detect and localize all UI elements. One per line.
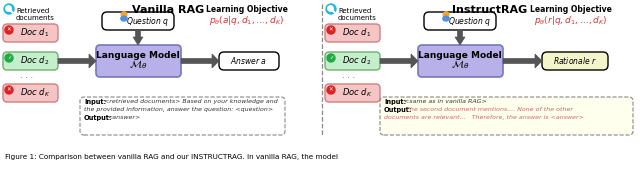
FancyBboxPatch shape bbox=[219, 52, 279, 70]
FancyBboxPatch shape bbox=[542, 52, 608, 70]
Circle shape bbox=[121, 12, 127, 17]
FancyBboxPatch shape bbox=[418, 45, 503, 77]
Circle shape bbox=[326, 4, 336, 14]
Text: Answer $a$: Answer $a$ bbox=[230, 56, 268, 67]
Polygon shape bbox=[58, 54, 96, 68]
Polygon shape bbox=[380, 54, 418, 68]
FancyBboxPatch shape bbox=[325, 84, 380, 102]
Circle shape bbox=[5, 54, 13, 62]
Circle shape bbox=[5, 86, 13, 94]
Text: Question $q$: Question $q$ bbox=[127, 14, 170, 28]
Text: InstructRAG: InstructRAG bbox=[452, 5, 527, 15]
Text: Doc $d_K$: Doc $d_K$ bbox=[342, 87, 372, 99]
Text: Output:: Output: bbox=[84, 115, 113, 121]
Text: $p_{\theta}(r|q, d_1,\ldots,d_K)$: $p_{\theta}(r|q, d_1,\ldots,d_K)$ bbox=[534, 14, 608, 27]
Text: ✕: ✕ bbox=[6, 88, 12, 93]
Text: $\mathcal{M}_\theta$: $\mathcal{M}_\theta$ bbox=[451, 59, 469, 71]
Circle shape bbox=[327, 26, 335, 34]
Text: Input:: Input: bbox=[384, 99, 406, 105]
Text: ✕: ✕ bbox=[329, 28, 333, 33]
Text: Doc $d_1$: Doc $d_1$ bbox=[342, 27, 372, 39]
Text: Doc $d_2$: Doc $d_2$ bbox=[20, 55, 50, 67]
Text: Language Model: Language Model bbox=[418, 51, 502, 60]
Circle shape bbox=[5, 26, 13, 34]
Ellipse shape bbox=[443, 16, 449, 21]
Text: $p_{\theta}(a|q, d_1,\ldots,d_K)$: $p_{\theta}(a|q, d_1,\ldots,d_K)$ bbox=[209, 14, 285, 27]
Circle shape bbox=[443, 12, 449, 17]
FancyBboxPatch shape bbox=[96, 45, 181, 77]
Polygon shape bbox=[455, 30, 465, 45]
FancyBboxPatch shape bbox=[3, 24, 58, 42]
Text: the provided information, answer the question: <question>: the provided information, answer the que… bbox=[84, 107, 273, 112]
Circle shape bbox=[328, 6, 333, 11]
Circle shape bbox=[4, 4, 14, 14]
FancyBboxPatch shape bbox=[380, 97, 633, 135]
Text: Doc $d_1$: Doc $d_1$ bbox=[20, 27, 50, 39]
Text: $\mathcal{M}_\theta$: $\mathcal{M}_\theta$ bbox=[129, 59, 147, 71]
Circle shape bbox=[327, 54, 335, 62]
Text: Language Model: Language Model bbox=[96, 51, 180, 60]
FancyBboxPatch shape bbox=[80, 97, 285, 135]
FancyBboxPatch shape bbox=[102, 12, 174, 30]
FancyBboxPatch shape bbox=[3, 52, 58, 70]
Text: Retrieved
documents: Retrieved documents bbox=[338, 8, 377, 22]
FancyBboxPatch shape bbox=[325, 24, 380, 42]
Text: Doc $d_K$: Doc $d_K$ bbox=[20, 87, 50, 99]
Text: Retrieved
documents: Retrieved documents bbox=[16, 8, 55, 22]
Text: ✓: ✓ bbox=[6, 56, 12, 61]
Text: Vanilla RAG: Vanilla RAG bbox=[132, 5, 204, 15]
Ellipse shape bbox=[121, 16, 127, 21]
Text: <answer>: <answer> bbox=[107, 115, 140, 120]
Text: · · ·: · · · bbox=[342, 74, 355, 83]
Text: <retrieved documents> Based on your knowledge and: <retrieved documents> Based on your know… bbox=[104, 99, 278, 104]
Text: ✕: ✕ bbox=[329, 88, 333, 93]
Circle shape bbox=[327, 86, 335, 94]
Polygon shape bbox=[181, 54, 219, 68]
Text: · · ·: · · · bbox=[20, 74, 33, 83]
Text: Learning Objective: Learning Objective bbox=[206, 5, 288, 14]
Text: Learning Objective: Learning Objective bbox=[530, 5, 612, 14]
Text: documents are relevant...   Therefore, the answer is <answer>: documents are relevant... Therefore, the… bbox=[384, 115, 584, 120]
Text: Question $q$: Question $q$ bbox=[449, 14, 492, 28]
FancyBboxPatch shape bbox=[3, 84, 58, 102]
Circle shape bbox=[6, 6, 12, 11]
Text: The second document mentions.... None of the other: The second document mentions.... None of… bbox=[406, 107, 573, 112]
Text: Input:: Input: bbox=[84, 99, 106, 105]
Text: Rationale $r$: Rationale $r$ bbox=[553, 56, 597, 67]
Text: ✕: ✕ bbox=[6, 28, 12, 33]
Text: Doc $d_2$: Doc $d_2$ bbox=[342, 55, 372, 67]
FancyBboxPatch shape bbox=[325, 52, 380, 70]
Text: Figure 1: Comparison between vanilla RAG and our INSTRUCTRAG. In vanilla RAG, th: Figure 1: Comparison between vanilla RAG… bbox=[5, 154, 338, 160]
Polygon shape bbox=[133, 30, 143, 45]
Text: Output:: Output: bbox=[384, 107, 413, 113]
Text: ✓: ✓ bbox=[329, 56, 333, 61]
Polygon shape bbox=[503, 54, 542, 68]
Text: <same as in vanilla RAG>: <same as in vanilla RAG> bbox=[404, 99, 487, 104]
FancyBboxPatch shape bbox=[424, 12, 496, 30]
